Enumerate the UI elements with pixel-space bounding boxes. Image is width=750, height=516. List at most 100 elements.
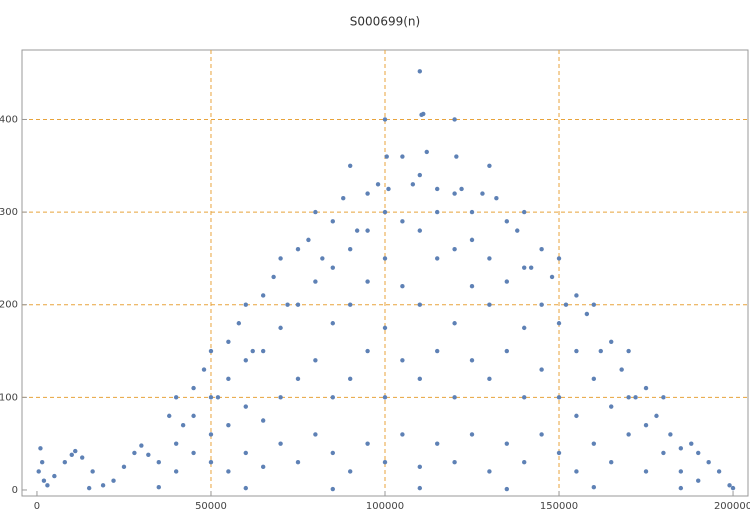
- data-point: [226, 422, 231, 428]
- data-point: [191, 413, 196, 419]
- data-point: [626, 395, 631, 400]
- data-point: [435, 209, 440, 215]
- data-point: [678, 469, 684, 474]
- data-point: [226, 339, 231, 344]
- data-point: [435, 441, 440, 446]
- data-point: [236, 321, 242, 326]
- data-point: [716, 469, 722, 474]
- data-point: [271, 274, 276, 280]
- data-point: [522, 395, 527, 400]
- data-point: [452, 459, 457, 465]
- y-tick-label: 200: [0, 300, 18, 311]
- data-point: [689, 441, 694, 446]
- data-point: [295, 246, 301, 252]
- data-point: [295, 302, 301, 307]
- data-point: [584, 311, 590, 317]
- data-point: [626, 348, 631, 354]
- data-point: [41, 478, 47, 483]
- data-point: [654, 413, 659, 419]
- data-point: [111, 478, 116, 483]
- y-tick-label: 400: [0, 114, 18, 125]
- data-point: [208, 348, 214, 354]
- data-point: [574, 293, 579, 298]
- data-point: [591, 441, 597, 446]
- data-point: [73, 448, 78, 454]
- data-point: [347, 469, 353, 474]
- data-point: [469, 283, 475, 289]
- data-point: [201, 367, 207, 372]
- data-point: [173, 441, 179, 446]
- data-point: [45, 483, 50, 488]
- data-point: [417, 302, 423, 307]
- data-point: [347, 246, 353, 252]
- data-point: [454, 154, 459, 159]
- data-point: [180, 422, 186, 428]
- data-point: [504, 219, 510, 224]
- x-tick-label: 50000: [195, 501, 227, 512]
- data-point: [528, 265, 534, 270]
- data-point: [633, 395, 638, 400]
- data-point: [39, 459, 45, 465]
- data-point: [260, 464, 266, 470]
- data-point: [243, 358, 248, 363]
- data-point: [139, 443, 144, 448]
- data-point: [452, 395, 457, 400]
- data-point: [549, 274, 555, 280]
- data-point: [661, 450, 666, 456]
- data-point: [598, 348, 603, 354]
- data-point: [365, 441, 370, 446]
- data-point: [191, 450, 196, 456]
- data-point: [556, 256, 562, 261]
- data-point: [173, 469, 179, 474]
- data-point: [421, 111, 426, 117]
- data-point: [365, 191, 370, 196]
- data-point: [400, 219, 405, 224]
- data-point: [452, 191, 457, 196]
- data-point: [347, 163, 353, 168]
- data-point: [609, 339, 614, 344]
- data-point: [382, 459, 388, 465]
- data-point: [62, 459, 68, 465]
- data-point: [609, 404, 614, 409]
- data-point: [146, 452, 151, 457]
- data-point: [424, 149, 429, 155]
- data-point: [260, 348, 266, 354]
- data-point: [730, 485, 736, 491]
- x-tick-label: 0: [34, 501, 40, 512]
- data-point: [382, 209, 388, 215]
- data-point: [459, 186, 464, 192]
- data-point: [69, 452, 74, 457]
- data-point: [330, 450, 335, 456]
- data-point: [226, 376, 231, 382]
- chart-title: S000699(n): [350, 15, 420, 29]
- data-point: [278, 325, 283, 331]
- data-point: [90, 469, 95, 474]
- data-point: [556, 395, 562, 400]
- data-point: [38, 446, 43, 451]
- x-tick-label: 200000: [714, 501, 750, 512]
- data-point: [469, 237, 475, 243]
- data-point: [52, 473, 57, 479]
- data-point: [382, 256, 388, 261]
- data-point: [668, 432, 673, 437]
- data-point: [504, 441, 510, 446]
- data-point: [522, 265, 527, 270]
- data-point: [243, 404, 248, 409]
- data-point: [417, 485, 423, 491]
- data-point: [487, 256, 492, 261]
- data-point: [522, 209, 527, 215]
- data-point: [330, 395, 335, 400]
- data-point: [609, 459, 614, 465]
- data-point: [156, 459, 161, 465]
- data-point: [313, 209, 318, 215]
- data-point: [539, 367, 544, 372]
- data-point: [435, 186, 440, 192]
- data-point: [452, 321, 457, 326]
- data-point: [306, 237, 311, 243]
- data-point: [354, 228, 360, 233]
- data-point: [643, 422, 649, 428]
- data-point: [452, 117, 457, 122]
- data-point: [243, 450, 248, 456]
- data-point: [278, 256, 283, 261]
- data-point: [330, 219, 335, 224]
